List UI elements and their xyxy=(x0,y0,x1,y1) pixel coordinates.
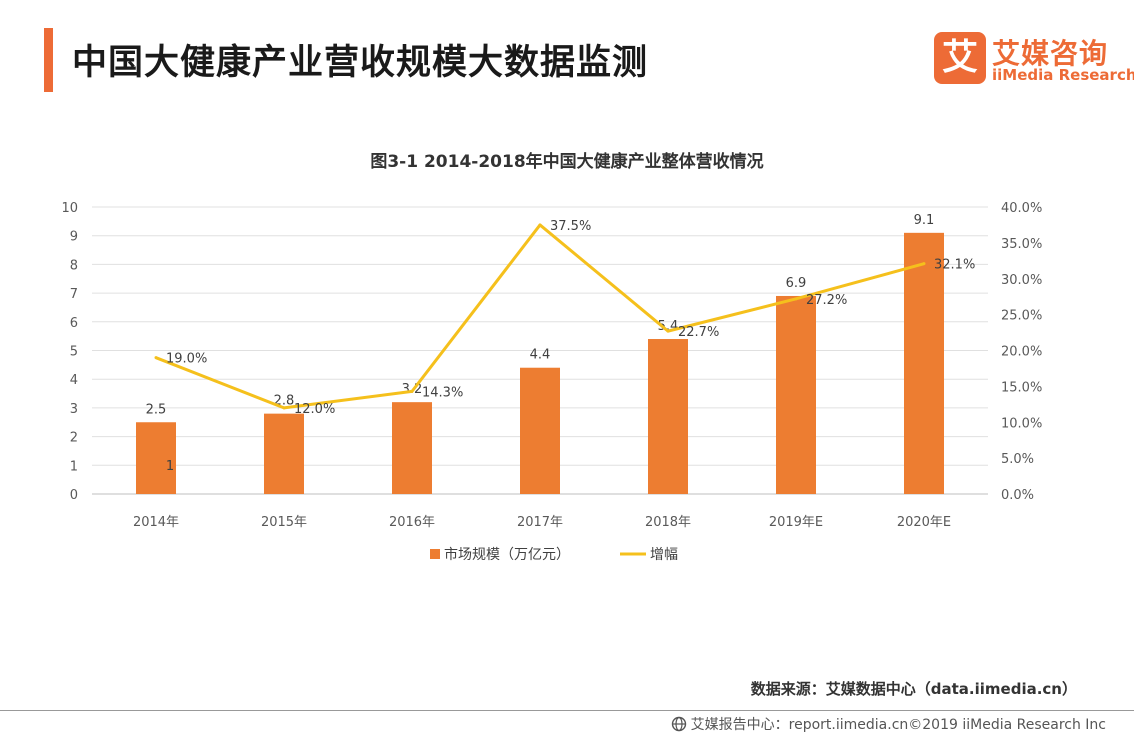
bar xyxy=(904,232,944,494)
stray-data-label: 1 xyxy=(166,459,174,474)
y-right-tick-label: 5.0% xyxy=(1001,452,1034,467)
legend-bar-label: 市场规模（万亿元） xyxy=(444,546,570,563)
footer-divider xyxy=(0,710,1134,711)
x-tick-label: 2020年E xyxy=(897,515,951,530)
y-left-tick-label: 4 xyxy=(70,373,78,388)
bar-value-label: 6.9 xyxy=(786,276,807,291)
bar xyxy=(392,402,432,494)
x-tick-label: 2014年 xyxy=(133,515,179,530)
growth-point xyxy=(666,329,670,333)
page-title: 中国大健康产业营收规模大数据监测 xyxy=(72,43,649,83)
y-left-tick-label: 8 xyxy=(70,258,78,273)
growth-value-label: 14.3% xyxy=(422,385,463,400)
y-right-tick-label: 10.0% xyxy=(1001,416,1042,431)
bar xyxy=(136,422,176,494)
growth-point xyxy=(410,389,414,393)
logo-english-name: iiMedia Research xyxy=(992,66,1134,84)
y-right-tick-label: 40.0% xyxy=(1001,201,1042,216)
growth-value-label: 22.7% xyxy=(678,325,719,340)
y-left-tick-label: 0 xyxy=(70,488,78,503)
y-right-tick-label: 30.0% xyxy=(1001,273,1042,288)
y-right-tick-label: 20.0% xyxy=(1001,345,1042,360)
bar-value-label: 4.4 xyxy=(530,348,551,363)
title-accent-bar xyxy=(44,28,53,92)
growth-point xyxy=(538,223,542,227)
brand-logo: 艾 艾媒咨询 iiMedia Research xyxy=(934,32,1134,88)
x-tick-label: 2016年 xyxy=(389,515,435,530)
growth-point xyxy=(922,262,926,266)
y-left-tick-label: 7 xyxy=(70,287,78,302)
growth-value-label: 32.1% xyxy=(934,258,975,273)
growth-point xyxy=(794,297,798,301)
logo-mark: 艾 xyxy=(934,32,986,84)
y-left-tick-label: 6 xyxy=(70,316,78,331)
legend-bar-swatch xyxy=(430,549,440,559)
x-tick-label: 2018年 xyxy=(645,515,691,530)
bar-value-label: 2.5 xyxy=(146,402,167,417)
legend-line-label: 增幅 xyxy=(650,547,678,563)
growth-value-label: 12.0% xyxy=(294,402,335,417)
x-tick-label: 2017年 xyxy=(517,515,563,530)
y-left-tick-label: 10 xyxy=(61,201,78,216)
chart-title: 图3-1 2014-2018年中国大健康产业整体营收情况 xyxy=(370,152,764,172)
x-tick-label: 2015年 xyxy=(261,515,307,530)
y-right-tick-label: 0.0% xyxy=(1001,488,1034,503)
y-left-tick-label: 9 xyxy=(70,230,78,245)
bar-value-label: 9.1 xyxy=(914,213,935,228)
y-right-tick-label: 15.0% xyxy=(1001,380,1042,395)
y-left-tick-label: 5 xyxy=(70,345,78,360)
y-right-tick-label: 35.0% xyxy=(1001,237,1042,252)
y-left-tick-label: 1 xyxy=(70,459,78,474)
bar xyxy=(648,339,688,494)
globe-icon xyxy=(671,716,686,732)
y-right-tick-label: 25.0% xyxy=(1001,309,1042,324)
growth-value-label: 27.2% xyxy=(806,293,847,308)
footer-copyright: 艾媒报告中心：report.iimedia.cn©2019 iiMedia Re… xyxy=(671,714,1106,734)
data-source: 数据来源：艾媒数据中心（data.iimedia.cn） xyxy=(750,680,1077,698)
copyright-text: 艾媒报告中心：report.iimedia.cn©2019 iiMedia Re… xyxy=(690,717,1106,733)
x-tick-label: 2019年E xyxy=(769,515,823,530)
growth-point xyxy=(154,356,158,360)
logo-chinese-name: 艾媒咨询 xyxy=(992,37,1109,70)
bar xyxy=(520,367,560,494)
growth-value-label: 19.0% xyxy=(166,352,207,367)
y-left-tick-label: 2 xyxy=(70,431,78,446)
growth-value-label: 37.5% xyxy=(550,219,591,234)
bar xyxy=(776,295,816,494)
growth-point xyxy=(282,406,286,410)
y-left-tick-label: 3 xyxy=(70,402,78,417)
bar xyxy=(264,413,304,494)
